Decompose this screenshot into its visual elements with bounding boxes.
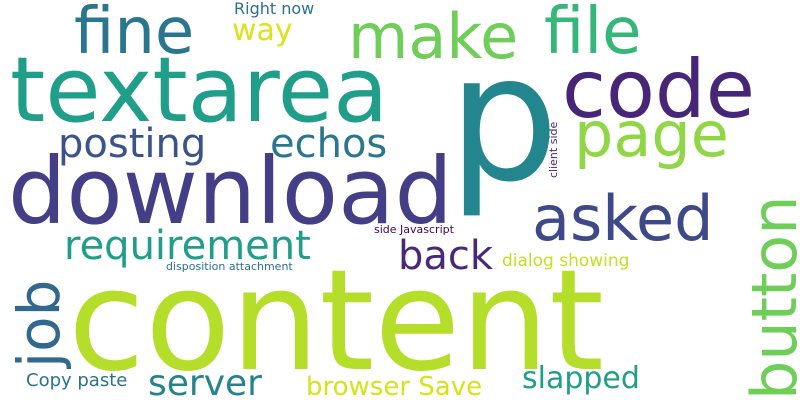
word-asked: asked [532, 182, 714, 255]
word-button: button [738, 195, 800, 400]
word-download: download [8, 138, 453, 245]
word-client-side: client side [547, 121, 560, 178]
word-dialog-showing: dialog showing [502, 251, 630, 271]
word-back: back [398, 233, 494, 279]
word-page: page [574, 98, 729, 171]
word-posting: posting [58, 121, 207, 167]
word-right-now: Right now [234, 0, 315, 18]
word-requirement: requirement [64, 223, 311, 269]
word-file: file [544, 0, 642, 69]
word-way: way [232, 13, 293, 48]
word-code: code [562, 43, 755, 136]
word-textarea: textarea [10, 38, 389, 143]
word-make: make [348, 0, 519, 73]
word-slapped: slapped [522, 361, 640, 396]
word-side-javascript: side Javascript [374, 223, 454, 236]
word-disposition-attachment: disposition attachment [166, 260, 293, 273]
word-p: p [448, 18, 560, 221]
word-echos: echos [270, 121, 388, 167]
word-fine: fine [74, 0, 195, 69]
word-server: server [148, 363, 262, 400]
word-browser-save: browser Save [306, 372, 483, 400]
word-content: content [68, 240, 605, 400]
word-job: job [5, 279, 73, 368]
word-copy-paste: Copy paste [26, 370, 128, 391]
